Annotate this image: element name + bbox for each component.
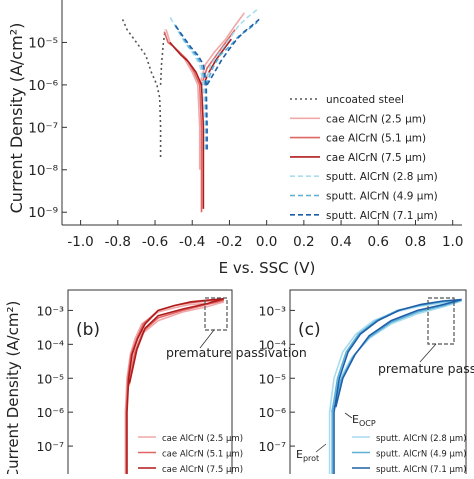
panel-a-xtick-label-7: 0.4 bbox=[330, 234, 351, 250]
panel-a-xtick-label-6: 0.2 bbox=[293, 234, 314, 250]
panel-c-ticks: 10⁻³ 10⁻⁴ 10⁻⁵ 10⁻⁶ 10⁻⁷ bbox=[258, 303, 295, 454]
panel-a-xtick-label-0: -1.0 bbox=[67, 234, 93, 250]
panel-a-legend: uncoated steel cae AlCrN (2.5 µm) cae AlCr… bbox=[290, 94, 438, 222]
panel-a-xtick-label-10: 1.0 bbox=[442, 234, 463, 250]
panel-a-series-3 bbox=[169, 41, 205, 209]
panel-c-ocp-pointer bbox=[344, 412, 353, 419]
panel-a-series-5 bbox=[172, 21, 207, 150]
panel-a: Current Density (A/cm²) 10⁻⁹ 10⁻⁸ 10⁻⁷ 10⁻⁶… bbox=[7, 0, 463, 277]
panel-a-series-6-anodic bbox=[206, 18, 260, 86]
panel-c-label: (c) bbox=[298, 320, 321, 340]
panel-b-ytick-label-2: 10⁻⁵ bbox=[36, 371, 64, 386]
panel-c-legend: sputt. AlCrN (2.8 µm) sputt. AlCrN (4.9 µ… bbox=[352, 434, 467, 475]
panel-a-legend-label-0: uncoated steel bbox=[326, 94, 404, 106]
panel-a-legend-label-1: cae AlCrN (2.5 µm) bbox=[326, 113, 426, 125]
panel-a-ytick-label-3: 10⁻⁶ bbox=[28, 78, 58, 94]
panel-c-prot-pointer bbox=[315, 443, 327, 453]
panel-c-ytick-label-0: 10⁻³ bbox=[258, 303, 286, 318]
panel-a-xlabel: E vs. SSC (V) bbox=[219, 259, 316, 277]
panel-a-ticks: 10⁻⁹ 10⁻⁸ 10⁻⁷ 10⁻⁶ 10⁻⁵ -1.0 -0.8 -0.6 -0.4 -0.2… bbox=[28, 35, 463, 250]
panel-c-ocp-sub: OCP bbox=[359, 419, 376, 428]
panel-b-ytick-label-3: 10⁻⁶ bbox=[36, 405, 64, 420]
panel-b-ytick-label-0: 10⁻³ bbox=[36, 303, 64, 318]
panel-c-ocp-e: E bbox=[352, 413, 359, 426]
panel-a-legend-label-6: sputt. AlCrN (7.1 µm) bbox=[326, 210, 438, 222]
panel-a-xtick-label-3: -0.4 bbox=[179, 234, 205, 250]
panel-c: 10⁻³ 10⁻⁴ 10⁻⁵ 10⁻⁶ 10⁻⁷ (c) premature passi… bbox=[258, 289, 474, 479]
panel-a-series-6 bbox=[174, 25, 208, 150]
panel-b: Current Density (A/cm²) 10⁻³ 10⁻⁴ 10⁻⁵ 10⁻⁶… bbox=[4, 289, 307, 479]
panel-a-legend-label-4: sputt. AlCrN (2.8 µm) bbox=[326, 171, 438, 183]
panel-a-ytick-label-2: 10⁻⁷ bbox=[28, 120, 58, 136]
panel-a-series-0 bbox=[120, 16, 162, 157]
panel-c-annotation-pointer bbox=[419, 343, 437, 363]
panel-c-prot-sub: prot bbox=[303, 454, 319, 463]
panel-b-ylabel: Current Density (A/cm²) bbox=[4, 301, 22, 474]
panel-c-annotation: premature passivation bbox=[378, 361, 474, 376]
panel-a-ylabel: Current Density (A/cm²) bbox=[7, 23, 26, 214]
panel-a-xtick-label-5: 0.0 bbox=[256, 234, 277, 250]
panel-a-legend-label-5: sputt. AlCrN (4.9 µm) bbox=[326, 191, 438, 203]
panel-c-annotation-box bbox=[427, 297, 455, 345]
panel-b-ticks: 10⁻³ 10⁻⁴ 10⁻⁵ 10⁻⁶ 10⁻⁷ bbox=[36, 303, 73, 454]
panel-c-series-0 bbox=[328, 300, 462, 479]
panel-a-ytick-label-0: 10⁻⁹ bbox=[28, 205, 58, 221]
panel-a-legend-label-3: cae AlCrN (7.5 µm) bbox=[326, 152, 426, 164]
panel-b-series-2 bbox=[126, 298, 225, 479]
panel-c-legend-label-0: sputt. AlCrN (2.8 µm) bbox=[376, 434, 467, 444]
panel-c-series-1 bbox=[331, 299, 462, 479]
panel-b-series-group bbox=[124, 298, 225, 479]
panel-c-ytick-label-3: 10⁻⁶ bbox=[258, 405, 286, 420]
panel-b-legend: cae AlCrN (2.5 µm) cae AlCrN (5.1 µm) cae … bbox=[138, 434, 243, 475]
panel-b-legend-label-1: cae AlCrN (5.1 µm) bbox=[162, 450, 243, 460]
panel-b-annotation-box bbox=[204, 297, 228, 331]
panel-b-legend-label-2: cae AlCrN (7.5 µm) bbox=[162, 465, 243, 474]
panel-a-xtick-label-2: -0.6 bbox=[142, 234, 168, 250]
panel-c-series-2 bbox=[333, 298, 462, 479]
panel-b-legend-label-0: cae AlCrN (2.5 µm) bbox=[162, 434, 243, 444]
panel-c-annotation-text: premature passivation bbox=[378, 361, 474, 376]
panel-a-series-group bbox=[120, 8, 260, 213]
panel-c-series-group bbox=[328, 298, 462, 479]
panel-b-annotation-text: premature passivation bbox=[166, 345, 307, 360]
panel-a-series-0-anodic bbox=[159, 29, 167, 85]
panel-c-legend-label-1: sputt. AlCrN (4.9 µm) bbox=[376, 450, 467, 460]
panel-c-ocp-label: EOCP bbox=[352, 413, 376, 428]
panel-a-legend-label-2: cae AlCrN (5.1 µm) bbox=[326, 133, 426, 145]
panel-b-ytick-label-4: 10⁻⁷ bbox=[36, 439, 64, 454]
panel-a-xtick-label-9: 0.8 bbox=[405, 234, 426, 250]
panel-b-annotation-pointer bbox=[199, 329, 215, 349]
panel-a-series-4-anodic bbox=[204, 8, 258, 86]
panel-a-series-5-anodic bbox=[205, 21, 258, 86]
panel-c-prot-e: E bbox=[296, 448, 303, 461]
panel-b-series-0 bbox=[124, 301, 225, 479]
panel-a-ytick-label-1: 10⁻⁸ bbox=[28, 163, 58, 179]
panel-b-ytick-label-1: 10⁻⁴ bbox=[36, 337, 64, 352]
panel-c-prot-label: Eprot bbox=[296, 448, 319, 463]
panel-a-series-4 bbox=[169, 16, 207, 150]
panel-a-xtick-label-8: 0.6 bbox=[368, 234, 389, 250]
panel-b-label: (b) bbox=[76, 320, 100, 340]
panel-c-frame bbox=[289, 289, 467, 479]
panel-c-ytick-label-2: 10⁻⁵ bbox=[258, 371, 286, 386]
panel-c-ytick-label-1: 10⁻⁴ bbox=[258, 337, 286, 352]
panel-b-frame bbox=[67, 289, 233, 479]
panel-c-ytick-label-4: 10⁻⁷ bbox=[258, 439, 286, 454]
panel-a-series-1 bbox=[165, 29, 201, 170]
panel-a-xtick-label-1: -0.8 bbox=[105, 234, 131, 250]
panel-a-xtick-label-4: -0.2 bbox=[216, 234, 242, 250]
panel-b-annotation: premature passivation bbox=[166, 345, 307, 360]
panel-a-ytick-label-4: 10⁻⁵ bbox=[28, 35, 58, 51]
panel-c-legend-label-2: sputt. AlCrN (7.1 µm) bbox=[376, 465, 467, 474]
